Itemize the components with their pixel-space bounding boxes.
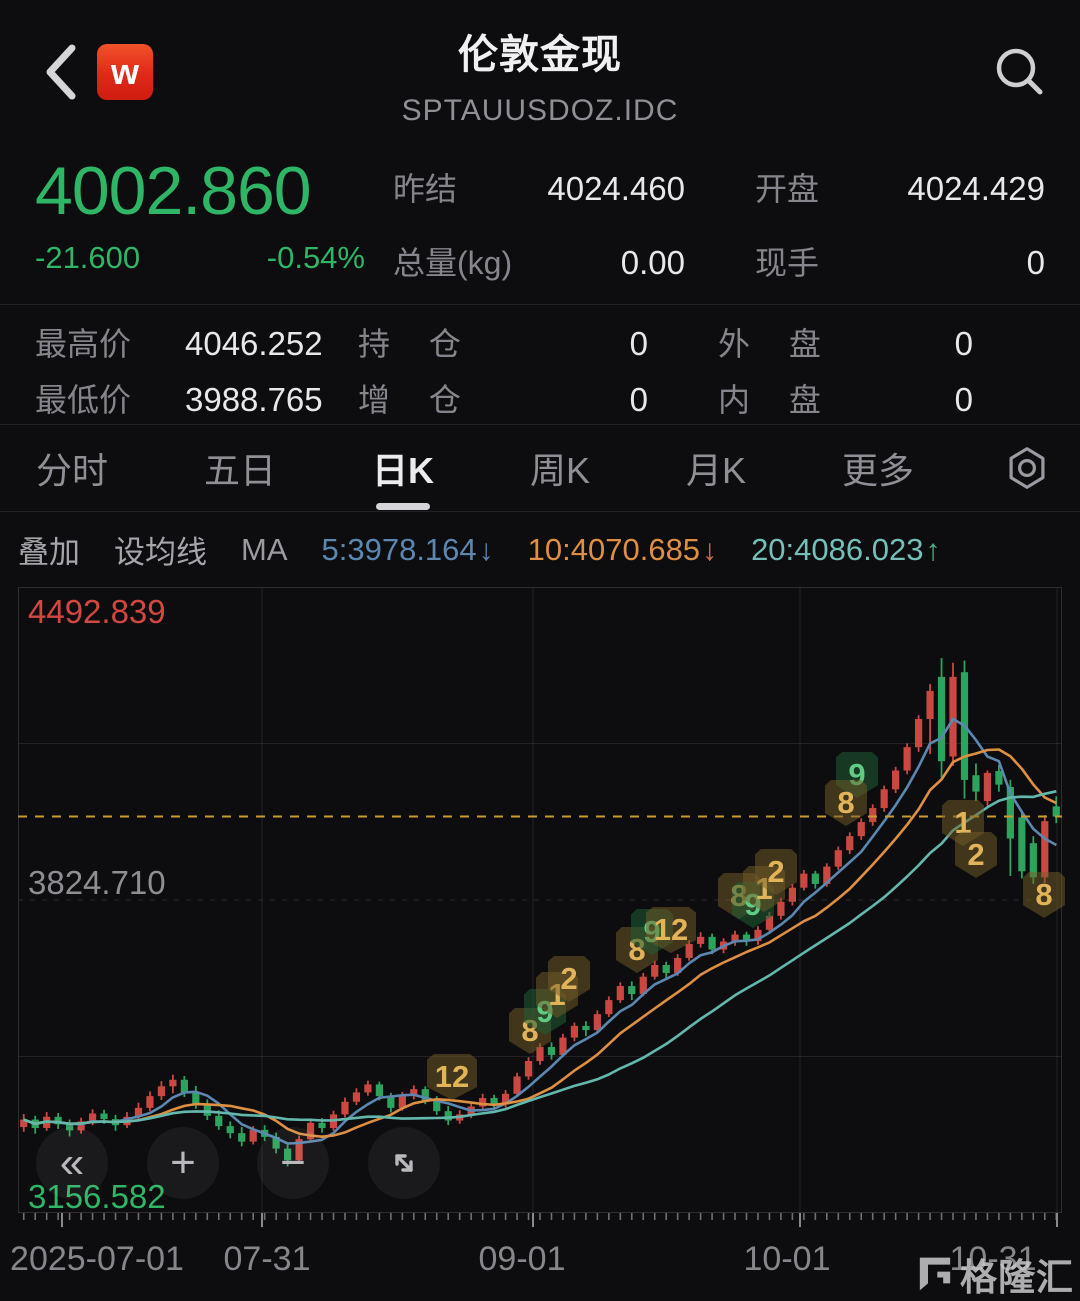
gear-icon	[1009, 447, 1045, 489]
ma-label: MA	[241, 531, 288, 567]
x-axis-label: 2025-07-01	[10, 1240, 184, 1278]
stat-label: 开盘	[755, 171, 820, 207]
zoom-in-button[interactable]: +	[147, 1127, 219, 1199]
watermark-text: 格隆汇	[960, 1257, 1074, 1298]
x-axis-label: 09-01	[478, 1240, 566, 1278]
wind-logo-letter: w	[110, 51, 139, 92]
period-tabs: 分时 五日 日K 周K 月K 更多	[0, 425, 1080, 512]
chart-controls: « + −	[0, 1127, 440, 1199]
tab-minute[interactable]: 分时	[36, 450, 109, 491]
set-ma-button[interactable]: 设均线	[114, 535, 207, 570]
last-price: 4002.860	[35, 153, 312, 229]
tab-weekly-k[interactable]: 周K	[529, 450, 590, 491]
stat-value: 0.00	[620, 244, 685, 281]
candlestick-chart[interactable]	[18, 587, 1062, 1235]
stat-label: 总量(kg)	[393, 245, 513, 281]
ma5-value: 5:3978.164↓	[321, 531, 494, 567]
indicator-bar: 叠加 设均线 MA 5:3978.164↓ 10:4070.685↓ 20:40…	[0, 512, 1080, 587]
stat-label: 持 仓	[358, 326, 461, 362]
instrument-code: SPTAUUSDOZ.IDC	[401, 94, 679, 127]
stat-value: 0	[1026, 244, 1045, 281]
stat-value: 0	[954, 325, 973, 362]
stat-label: 现手	[755, 245, 820, 281]
ma5-down-arrow-icon: ↓	[478, 533, 494, 567]
stat-label: 增 仓	[358, 382, 461, 418]
x-axis-label: 10-31	[949, 1240, 1037, 1278]
search-button[interactable]	[990, 42, 1048, 102]
stat-label: 最低价	[35, 382, 132, 418]
gelonghui-logo-icon	[919, 1257, 951, 1291]
stat-value: 3988.765	[185, 381, 323, 418]
chevron-left-icon	[46, 44, 76, 100]
chart-settings-button[interactable]	[1004, 443, 1050, 493]
tab-more[interactable]: 更多	[841, 450, 914, 491]
stat-label: 内 盘	[718, 382, 821, 418]
page-title: 伦敦金现	[458, 33, 622, 77]
back-button[interactable]	[34, 40, 94, 104]
overlay-button[interactable]: 叠加	[18, 535, 80, 570]
ma10-value: 10:4070.685↓	[527, 531, 718, 567]
stat-label: 昨结	[393, 171, 458, 207]
expand-button[interactable]	[368, 1127, 440, 1199]
price-change-percent: -0.54%	[266, 240, 365, 275]
watermark: 格隆汇	[914, 1247, 1074, 1301]
tab-daily-k[interactable]: 日K	[366, 428, 440, 508]
ma20-value: 20:4086.023↑	[751, 531, 941, 567]
y-axis-max-label: 4492.839	[28, 593, 166, 630]
ma20-up-arrow-icon: ↑	[925, 533, 941, 567]
ma10-down-arrow-icon: ↓	[702, 533, 718, 567]
quote-stats-grid: 昨结 4024.460 开盘 4024.429 总量(kg) 0.00 现手 0	[393, 164, 1045, 284]
zoom-out-button[interactable]: −	[257, 1127, 329, 1199]
chart-area: 4492.839 3824.710 3156.582 2025-07-01 07…	[0, 587, 1080, 1298]
price-change: -21.600	[35, 240, 141, 275]
fast-backward-button[interactable]: «	[36, 1127, 108, 1199]
x-axis-label: 07-31	[223, 1240, 311, 1278]
wind-logo: w	[97, 44, 153, 100]
tab-five-day[interactable]: 五日	[204, 450, 277, 491]
y-axis-mid-label: 3824.710	[28, 864, 166, 901]
expand-icon	[395, 1154, 413, 1172]
stat-label: 外 盘	[718, 326, 821, 362]
stat-value: 0	[629, 325, 648, 362]
stat-value: 4024.429	[907, 170, 1045, 207]
search-icon	[996, 48, 1043, 95]
tab-monthly-k[interactable]: 月K	[685, 450, 746, 491]
x-axis-label: 10-01	[743, 1240, 831, 1278]
stats-section: 最高价 4046.252 持 仓 0 外 盘 0 最低价 3988.765 增 仓 0 内…	[0, 305, 1080, 425]
stat-value: 0	[629, 381, 648, 418]
stat-value: 0	[954, 381, 973, 418]
quote-section: 4002.860 -21.600 -0.54% 昨结 4024.460 开盘 402…	[0, 140, 1080, 305]
y-axis-min-label: 3156.582	[28, 1178, 166, 1215]
stat-value: 4024.460	[547, 170, 685, 207]
header: w 伦敦金现 SPTAUUSDOZ.IDC	[0, 0, 1080, 140]
stat-value: 4046.252	[185, 325, 323, 362]
stat-label: 最高价	[35, 326, 132, 362]
